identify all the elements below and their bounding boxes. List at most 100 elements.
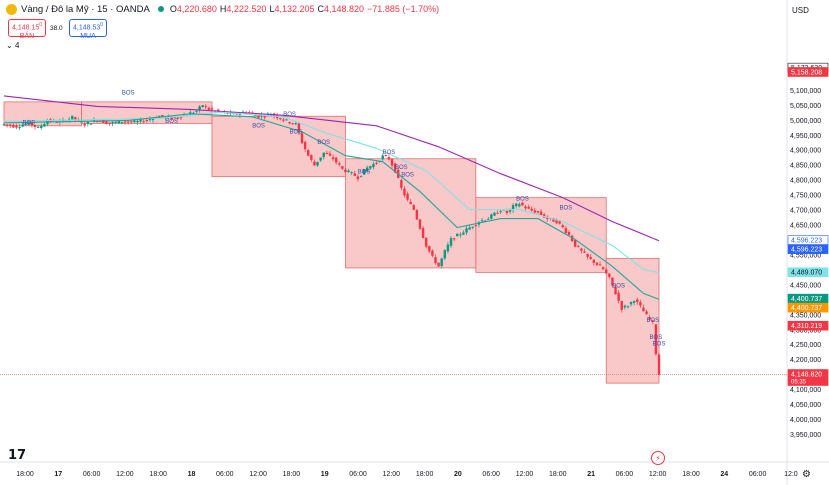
candle-body (43, 124, 46, 127)
candle-body (384, 155, 388, 157)
candle-body (418, 219, 422, 229)
candle-body (108, 122, 111, 124)
candle-body (620, 301, 623, 310)
candle-body (617, 292, 620, 301)
order-block-box (345, 158, 477, 269)
candle-body (71, 115, 74, 120)
candle-body (452, 238, 456, 240)
candle-body (74, 117, 77, 120)
candle-body (428, 245, 431, 252)
candle-body (173, 117, 176, 119)
price-axis-tag (787, 244, 829, 254)
y-tick-label: 4,250,000 (790, 342, 821, 349)
price-axis-tag-label: 4,489.070 (791, 270, 822, 277)
x-tick-label: 12:00 (116, 471, 134, 478)
candle-body (598, 264, 602, 266)
y-tick-label: 4,050,000 (790, 402, 821, 409)
y-tick-label: 4,450,000 (790, 282, 821, 289)
candle-body (12, 124, 15, 128)
price-axis-tag (787, 302, 829, 313)
candle-body (415, 209, 419, 220)
candle-body (86, 121, 90, 124)
candle-body (459, 234, 462, 236)
y-tick-label: 4,300,000 (790, 327, 821, 334)
x-tick-label: 06:00 (482, 471, 500, 478)
candle-body (195, 110, 198, 112)
tradingview-logo[interactable]: 17 (8, 448, 27, 463)
candle-body (300, 133, 304, 144)
sell-button[interactable]: 4,148.150 BÁN (8, 19, 46, 40)
candle-body (558, 220, 561, 224)
candle-body (145, 120, 148, 122)
candle-body (21, 124, 24, 127)
candle-body (322, 152, 325, 158)
candle-body (99, 121, 102, 123)
x-tick-label: 18:00 (16, 471, 34, 478)
price-axis-tag (787, 67, 829, 77)
price-axis-tag-label: 4,310.219 (791, 323, 822, 330)
y-tick-label: 4,000,000 (790, 417, 821, 424)
candle-body (328, 153, 332, 156)
y-tick-label: 4,650,000 (790, 223, 821, 230)
candle-body (440, 258, 443, 267)
buy-button[interactable]: 4,148.530 MUA (69, 19, 107, 40)
price-axis-tag (787, 369, 829, 386)
candle-body (338, 163, 341, 165)
candle-body (350, 172, 353, 174)
chevron-down-icon: ⌄ (6, 41, 13, 50)
candle-body (316, 161, 319, 166)
candle-body (176, 117, 180, 119)
x-tick-label: 18:00 (416, 471, 434, 478)
x-tick-label: 12:0 (784, 471, 798, 478)
candle-body (521, 202, 524, 206)
y-tick-label: 4,900,000 (790, 148, 821, 155)
spread-value: 38.0 (50, 25, 63, 32)
candle-body (369, 165, 372, 169)
candle-body (605, 269, 608, 274)
candle-body (102, 119, 105, 123)
candle-body (142, 121, 145, 123)
candle-body (356, 176, 360, 180)
candle-body (493, 212, 496, 216)
y-tick-label: 4,850,000 (790, 163, 821, 170)
candle-body (431, 250, 434, 256)
candle-body (375, 162, 378, 164)
candle-body (80, 121, 83, 123)
gear-icon[interactable]: ⚙ (802, 469, 811, 480)
candle-body (319, 157, 322, 161)
bos-label: BOS (612, 283, 625, 289)
candle-body (207, 107, 211, 110)
x-tick-label: 12:00 (516, 471, 534, 478)
candle-body (421, 227, 425, 238)
candle-body (294, 123, 298, 125)
candle-body (201, 105, 204, 108)
price-axis-tag-label: 4,596.223 (791, 238, 822, 245)
y-tick-label: 4,100,000 (790, 387, 821, 394)
y-tick-label: 4,750,000 (790, 193, 821, 200)
candle-body (279, 118, 282, 120)
candle-body (362, 169, 366, 175)
candle-body (446, 244, 450, 252)
candle-body (307, 150, 310, 156)
indicator-toggle[interactable]: ⌄ 4 (6, 41, 19, 50)
candle-body (161, 114, 164, 117)
currency-label[interactable]: USD (792, 6, 809, 15)
buy-label: MUA (80, 33, 96, 41)
candle-body (341, 166, 344, 169)
candle-body (120, 122, 124, 124)
candle-body (334, 157, 338, 163)
candle-body (136, 120, 139, 123)
symbol-title[interactable]: Vàng / Đô la Mỹ · 15 · OANDA (21, 3, 150, 15)
candle-body (204, 105, 207, 107)
lightning-icon[interactable]: ⚡ (651, 451, 665, 465)
price-axis-tag-label: 5,158.208 (791, 69, 822, 76)
price-axis-tag-label: 4,400.737 (791, 296, 822, 303)
y-tick-label: 4,200,000 (790, 357, 821, 364)
candle-body (623, 305, 627, 308)
sell-label: BÁN (19, 33, 35, 41)
candle-body (586, 253, 589, 257)
indicator-count: 4 (14, 41, 20, 50)
bos-label: BOS (646, 318, 659, 324)
x-tick-label: 18:00 (549, 471, 567, 478)
